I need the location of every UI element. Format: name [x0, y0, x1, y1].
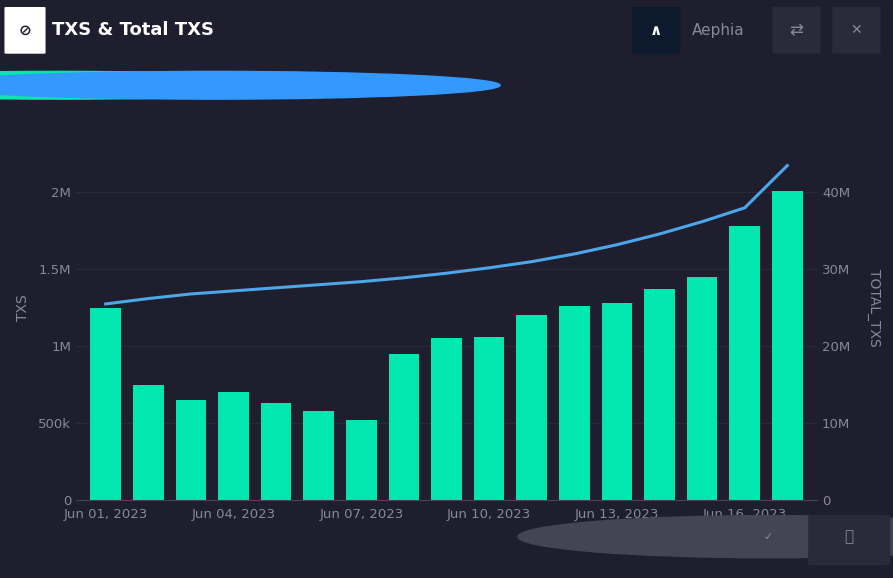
FancyBboxPatch shape — [772, 7, 821, 54]
Bar — [559, 306, 589, 500]
Text: ✓: ✓ — [764, 532, 772, 542]
Bar — [133, 385, 163, 500]
Text: Aephia: Aephia — [692, 23, 745, 38]
Bar — [346, 420, 377, 500]
FancyBboxPatch shape — [632, 7, 680, 54]
Circle shape — [0, 71, 344, 99]
Circle shape — [0, 71, 500, 99]
Bar — [687, 277, 717, 500]
FancyBboxPatch shape — [808, 515, 890, 565]
Bar — [176, 400, 206, 500]
FancyBboxPatch shape — [4, 7, 46, 54]
Bar — [261, 403, 291, 500]
Text: EV_DAILY_TXS: EV_DAILY_TXS — [76, 78, 173, 92]
Text: ✕: ✕ — [850, 23, 863, 38]
Text: TOTAL_TXS: TOTAL_TXS — [232, 78, 310, 92]
Bar — [516, 316, 547, 500]
Bar — [772, 191, 803, 500]
Text: ∧: ∧ — [650, 23, 663, 38]
Text: TXS & Total TXS: TXS & Total TXS — [52, 21, 213, 39]
Bar — [218, 392, 249, 500]
Text: ⏱: ⏱ — [845, 529, 854, 544]
Bar — [602, 303, 632, 500]
Text: ⊘: ⊘ — [19, 23, 31, 38]
Text: Updated 2 minutes ago: Updated 2 minutes ago — [531, 530, 679, 543]
Bar — [90, 307, 121, 500]
Bar — [304, 411, 334, 500]
Bar — [644, 290, 675, 500]
Y-axis label: TOTAL_TXS: TOTAL_TXS — [867, 269, 880, 347]
Text: ⇄: ⇄ — [789, 21, 804, 39]
Bar — [474, 337, 505, 500]
Bar — [388, 354, 419, 500]
Bar — [730, 227, 760, 500]
Bar — [431, 338, 462, 500]
Circle shape — [518, 516, 893, 558]
Y-axis label: TXS: TXS — [16, 294, 29, 321]
FancyBboxPatch shape — [832, 7, 880, 54]
